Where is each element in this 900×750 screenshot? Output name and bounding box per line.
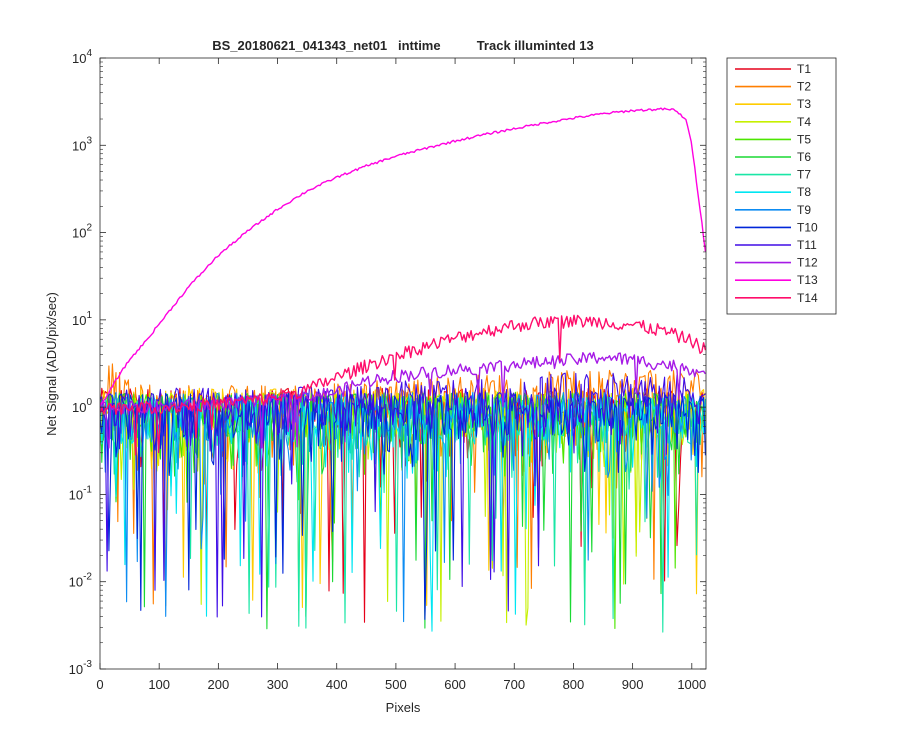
series-line-t11 <box>100 372 706 618</box>
x-tick-label: 400 <box>326 677 348 692</box>
legend-label-t14: T14 <box>797 291 818 305</box>
y-tick-label: 103 <box>72 135 92 153</box>
legend-label-t5: T5 <box>797 132 811 146</box>
legend-label-t8: T8 <box>797 185 811 199</box>
x-tick-label: 800 <box>563 677 585 692</box>
y-tick-label: 100 <box>72 397 92 415</box>
series-line-t13 <box>100 107 706 407</box>
y-tick-label: 10-1 <box>69 484 93 502</box>
x-tick-label: 1000 <box>677 677 706 692</box>
y-axis-label: Net Signal (ADU/pix/sec) <box>44 292 59 436</box>
legend-label-t6: T6 <box>797 150 811 164</box>
x-tick-label: 0 <box>96 677 103 692</box>
legend-label-t9: T9 <box>797 203 811 217</box>
legend-box <box>726 57 837 315</box>
x-tick-label: 100 <box>148 677 170 692</box>
y-axis: 10-3 10-2 10-1 100 101 102 103 104 <box>69 48 706 677</box>
legend-label-t11: T11 <box>797 238 817 252</box>
y-tick-label: 10-3 <box>69 659 93 677</box>
legend-label-t7: T7 <box>797 168 811 182</box>
y-tick-label: 102 <box>72 223 92 241</box>
legend-label-t12: T12 <box>797 256 818 270</box>
y-tick-label: 10-2 <box>69 572 93 590</box>
y-tick-label: 101 <box>72 310 92 328</box>
series-line-t14 <box>100 314 706 456</box>
x-tick-label: 200 <box>208 677 230 692</box>
legend-label-t13: T13 <box>797 273 818 287</box>
x-axis-label: Pixels <box>386 700 421 715</box>
legend-label-t10: T10 <box>797 220 818 234</box>
legend-label-t4: T4 <box>797 115 811 129</box>
legend: T1 T2 T3 T4 T5 T6 T7 T8 T9 T10 T11 T12 T13 T14 <box>726 57 837 315</box>
legend-label-t1: T1 <box>797 62 811 76</box>
series-layer <box>100 107 706 633</box>
x-tick-label: 500 <box>385 677 407 692</box>
x-tick-label: 300 <box>267 677 289 692</box>
x-tick-label: 700 <box>503 677 525 692</box>
legend-label-t2: T2 <box>797 80 811 94</box>
x-tick-label: 600 <box>444 677 466 692</box>
plot-frame <box>99 57 707 670</box>
y-tick-label: 104 <box>72 48 92 66</box>
x-axis: 0 100 200 300 400 500 600 700 800 900 1000 <box>96 58 706 692</box>
x-tick-label: 900 <box>622 677 644 692</box>
legend-label-t3: T3 <box>797 97 811 111</box>
series-line-t12 <box>100 351 706 449</box>
series-line-t9 <box>100 391 706 623</box>
chart-title: BS_20180621_041343_net01 inttime Track i… <box>212 38 594 53</box>
